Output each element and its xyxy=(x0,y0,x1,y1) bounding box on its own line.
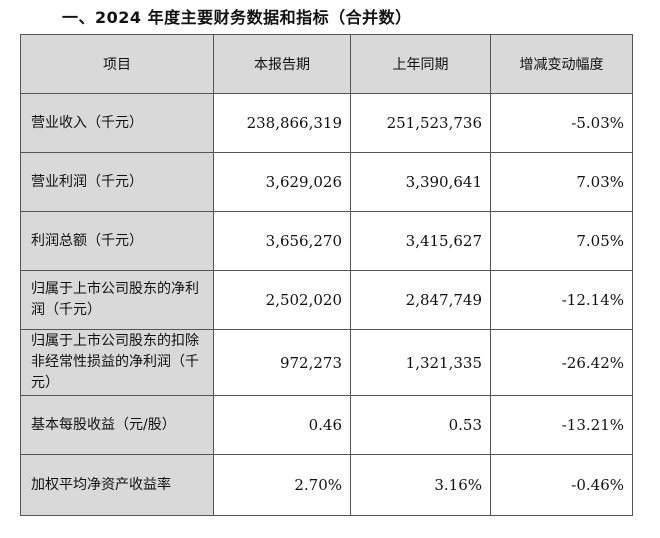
table-row: 归属于上市公司股东的净利润（千元） 2,502,020 2,847,749 -1… xyxy=(20,270,633,330)
row-label: 基本每股收益（元/股） xyxy=(20,395,214,455)
header-prior-period: 上年同期 xyxy=(350,34,491,94)
change-value: -12.14% xyxy=(490,270,633,330)
current-value: 972,273 xyxy=(213,329,351,396)
header-item: 项目 xyxy=(20,34,214,94)
table-row: 营业利润（千元） 3,629,026 3,390,641 7.03% xyxy=(20,152,633,212)
change-value: 7.03% xyxy=(490,152,633,212)
prior-value: 1,321,335 xyxy=(350,329,491,396)
prior-value: 2,847,749 xyxy=(350,270,491,330)
row-label: 归属于上市公司股东的净利润（千元） xyxy=(20,270,214,330)
prior-value: 3.16% xyxy=(350,454,491,516)
table-row: 归属于上市公司股东的扣除非经常性损益的净利润（千元） 972,273 1,321… xyxy=(20,329,633,396)
change-value: -5.03% xyxy=(490,93,633,153)
table-row: 加权平均净资产收益率 2.70% 3.16% -0.46% xyxy=(20,454,633,516)
table-header-row: 项目 本报告期 上年同期 增减变动幅度 xyxy=(20,34,633,94)
row-label: 营业收入（千元） xyxy=(20,93,214,153)
table-row: 营业收入（千元） 238,866,319 251,523,736 -5.03% xyxy=(20,93,633,153)
prior-value: 251,523,736 xyxy=(350,93,491,153)
change-value: -0.46% xyxy=(490,454,633,516)
current-value: 2,502,020 xyxy=(213,270,351,330)
change-value: 7.05% xyxy=(490,211,633,271)
section-title: 一、2024 年度主要财务数据和指标（合并数） xyxy=(62,8,412,27)
current-value: 3,656,270 xyxy=(213,211,351,271)
row-label: 利润总额（千元） xyxy=(20,211,214,271)
prior-value: 3,415,627 xyxy=(350,211,491,271)
table-row: 基本每股收益（元/股） 0.46 0.53 -13.21% xyxy=(20,395,633,455)
change-value: -26.42% xyxy=(490,329,633,396)
prior-value: 3,390,641 xyxy=(350,152,491,212)
current-value: 2.70% xyxy=(213,454,351,516)
prior-value: 0.53 xyxy=(350,395,491,455)
row-label: 营业利润（千元） xyxy=(20,152,214,212)
header-current-period: 本报告期 xyxy=(213,34,351,94)
current-value: 3,629,026 xyxy=(213,152,351,212)
financial-data-table: 项目 本报告期 上年同期 增减变动幅度 营业收入（千元） 238,866,319… xyxy=(20,34,633,516)
change-value: -13.21% xyxy=(490,395,633,455)
current-value: 0.46 xyxy=(213,395,351,455)
table-row: 利润总额（千元） 3,656,270 3,415,627 7.05% xyxy=(20,211,633,271)
header-change: 增减变动幅度 xyxy=(490,34,633,94)
row-label: 归属于上市公司股东的扣除非经常性损益的净利润（千元） xyxy=(20,329,214,396)
current-value: 238,866,319 xyxy=(213,93,351,153)
row-label: 加权平均净资产收益率 xyxy=(20,454,214,516)
